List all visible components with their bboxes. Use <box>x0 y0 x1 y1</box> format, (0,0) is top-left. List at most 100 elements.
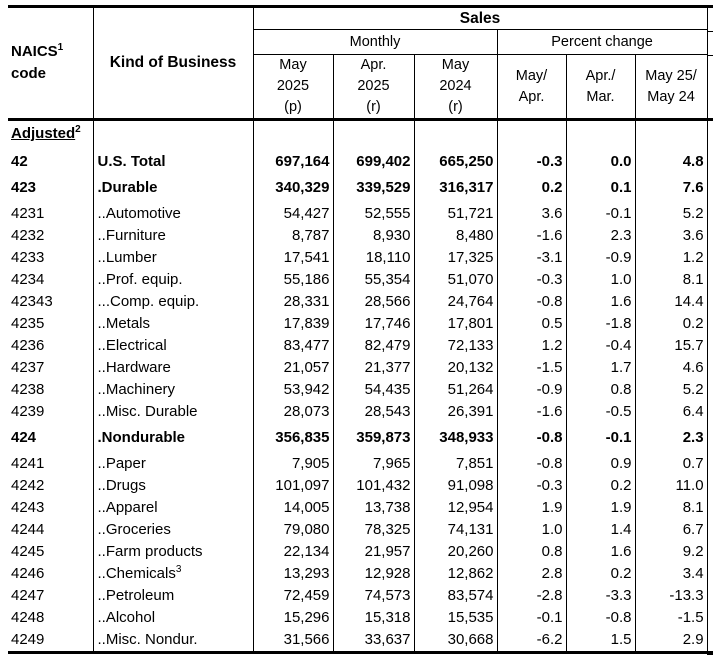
value-cell: 4.8 <box>635 147 708 174</box>
value-cell: 699,402 <box>333 147 415 174</box>
business-name-cell: ..Misc. Nondur. <box>93 629 254 653</box>
value-cell: 12,928 <box>333 563 415 586</box>
value-cell: -2.8 <box>497 585 567 608</box>
value-cell: 0.5 <box>497 313 567 336</box>
value-cell: 28,543 <box>333 401 415 424</box>
value-cell: 18,110 <box>333 247 415 270</box>
naics-code-header: NAICS1 code <box>8 6 94 122</box>
column-header-line: 2025 <box>276 78 310 95</box>
empty-cell <box>635 119 708 148</box>
value-cell: 28,331 <box>253 291 334 314</box>
value-cell: 3.6 <box>635 225 708 248</box>
value-cell: 14.4 <box>635 291 708 314</box>
table-row: 4236 ..Electrical 83,477 82,479 72,133 1.2 -0.… <box>8 335 708 358</box>
value-cell: 31,566 <box>253 629 334 653</box>
sales-table: NAICS1 code Kind of Business Sales Month… <box>8 5 708 655</box>
value-cell: 6.4 <box>635 401 708 424</box>
table-continuation-line <box>707 54 713 56</box>
value-cell: 54,427 <box>253 203 334 226</box>
value-cell: 15.7 <box>635 335 708 358</box>
table-row: 4247 ..Petroleum 72,459 74,573 83,574 -2.8 -3.… <box>8 585 708 608</box>
table-row: 4238 ..Machinery 53,942 54,435 51,264 -0.9 0.8… <box>8 379 708 402</box>
value-cell: 1.0 <box>497 519 567 542</box>
naics-code-cell: 4244 <box>8 519 94 542</box>
value-cell: -0.3 <box>497 147 567 174</box>
value-cell: -0.4 <box>566 335 636 358</box>
value-cell: 8,480 <box>414 225 498 248</box>
column-header-may25-may24: May 25/ May 24 <box>635 54 708 122</box>
empty-cell <box>253 119 334 148</box>
value-cell: 665,250 <box>414 147 498 174</box>
value-cell: -0.9 <box>566 247 636 270</box>
value-cell: 21,057 <box>253 357 334 380</box>
table-row: 4239 ..Misc. Durable 28,073 28,543 26,391 -1.… <box>8 401 708 424</box>
value-cell: 53,942 <box>253 379 334 402</box>
value-cell: 1.7 <box>566 357 636 380</box>
empty-cell <box>414 119 498 148</box>
value-cell: 5.2 <box>635 203 708 226</box>
value-cell: -13.3 <box>635 585 708 608</box>
value-cell: 0.9 <box>566 453 636 476</box>
business-name-cell: .Durable <box>93 173 254 204</box>
column-header-apr-mar: Apr./ Mar. <box>566 54 636 122</box>
value-cell: 2.8 <box>497 563 567 586</box>
naics-code-cell: 4248 <box>8 607 94 630</box>
empty-cell <box>497 119 567 148</box>
value-cell: 83,477 <box>253 335 334 358</box>
naics-code-cell: 4234 <box>8 269 94 292</box>
naics-code-cell: 424 <box>8 423 94 454</box>
value-cell: 11.0 <box>635 475 708 498</box>
value-cell: 2.3 <box>635 423 708 454</box>
naics-code-cell: 4233 <box>8 247 94 270</box>
table-continuation-line <box>707 651 713 655</box>
value-cell: 12,954 <box>414 497 498 520</box>
table-row: 4233 ..Lumber 17,541 18,110 17,325 -3.1 -0.9 1.… <box>8 247 708 270</box>
naics-code-cell: 4247 <box>8 585 94 608</box>
value-cell: 8.1 <box>635 269 708 292</box>
value-cell: 8,787 <box>253 225 334 248</box>
kind-of-business-header: Kind of Business <box>93 6 254 122</box>
business-name-cell: ..Paper <box>93 453 254 476</box>
value-cell: -0.1 <box>566 423 636 454</box>
footnote-marker-1: 1 <box>57 41 64 53</box>
value-cell: 9.2 <box>635 541 708 564</box>
table-row: 423 .Durable 340,329 339,529 316,317 0.2 0.1 7.… <box>8 173 708 204</box>
column-header-apr-2025: Apr. 2025 (r) <box>333 54 415 122</box>
column-header-line: Mar. <box>586 88 615 105</box>
column-header-line: (r) <box>366 99 381 116</box>
naics-code-cell: 4237 <box>8 357 94 380</box>
naics-code-cell: 4238 <box>8 379 94 402</box>
business-name-cell: ..Electrical <box>93 335 254 358</box>
business-name-cell: ...Comp. equip. <box>93 291 254 314</box>
business-name-cell: ..Petroleum <box>93 585 254 608</box>
column-header-line: Apr. <box>360 57 387 73</box>
table-body: Adjusted2 42 U.S. Total 697,164 699,402 665,… <box>8 119 708 653</box>
value-cell: 21,957 <box>333 541 415 564</box>
value-cell: 20,132 <box>414 357 498 380</box>
value-cell: -0.3 <box>497 475 567 498</box>
value-cell: 1.9 <box>566 497 636 520</box>
naics-code-label: code <box>11 65 47 83</box>
business-name-cell: ..Alcohol <box>93 607 254 630</box>
value-cell: 74,573 <box>333 585 415 608</box>
naics-code-cell: 4236 <box>8 335 94 358</box>
column-header-line: 2024 <box>439 78 472 95</box>
business-name-cell: ..Farm products <box>93 541 254 564</box>
value-cell: -6.2 <box>497 629 567 653</box>
business-name-cell: ..Prof. equip. <box>93 269 254 292</box>
business-name-cell: .Nondurable <box>93 423 254 454</box>
value-cell: 51,264 <box>414 379 498 402</box>
naics-code-cell: 4249 <box>8 629 94 653</box>
value-cell: -3.1 <box>497 247 567 270</box>
column-header-line: (r) <box>448 99 463 116</box>
section-row-adjusted: Adjusted2 <box>8 119 708 148</box>
value-cell: 3.4 <box>635 563 708 586</box>
column-header-may-2024: May 2024 (r) <box>414 54 498 122</box>
value-cell: -1.5 <box>635 607 708 630</box>
naics-code-cell: 4243 <box>8 497 94 520</box>
value-cell: 1.0 <box>566 269 636 292</box>
column-header-line: May 25/ <box>645 67 697 84</box>
naics-code-cell: 4241 <box>8 453 94 476</box>
table-row: 4244 ..Groceries 79,080 78,325 74,131 1.0 1.4 6… <box>8 519 708 542</box>
value-cell: 101,097 <box>253 475 334 498</box>
